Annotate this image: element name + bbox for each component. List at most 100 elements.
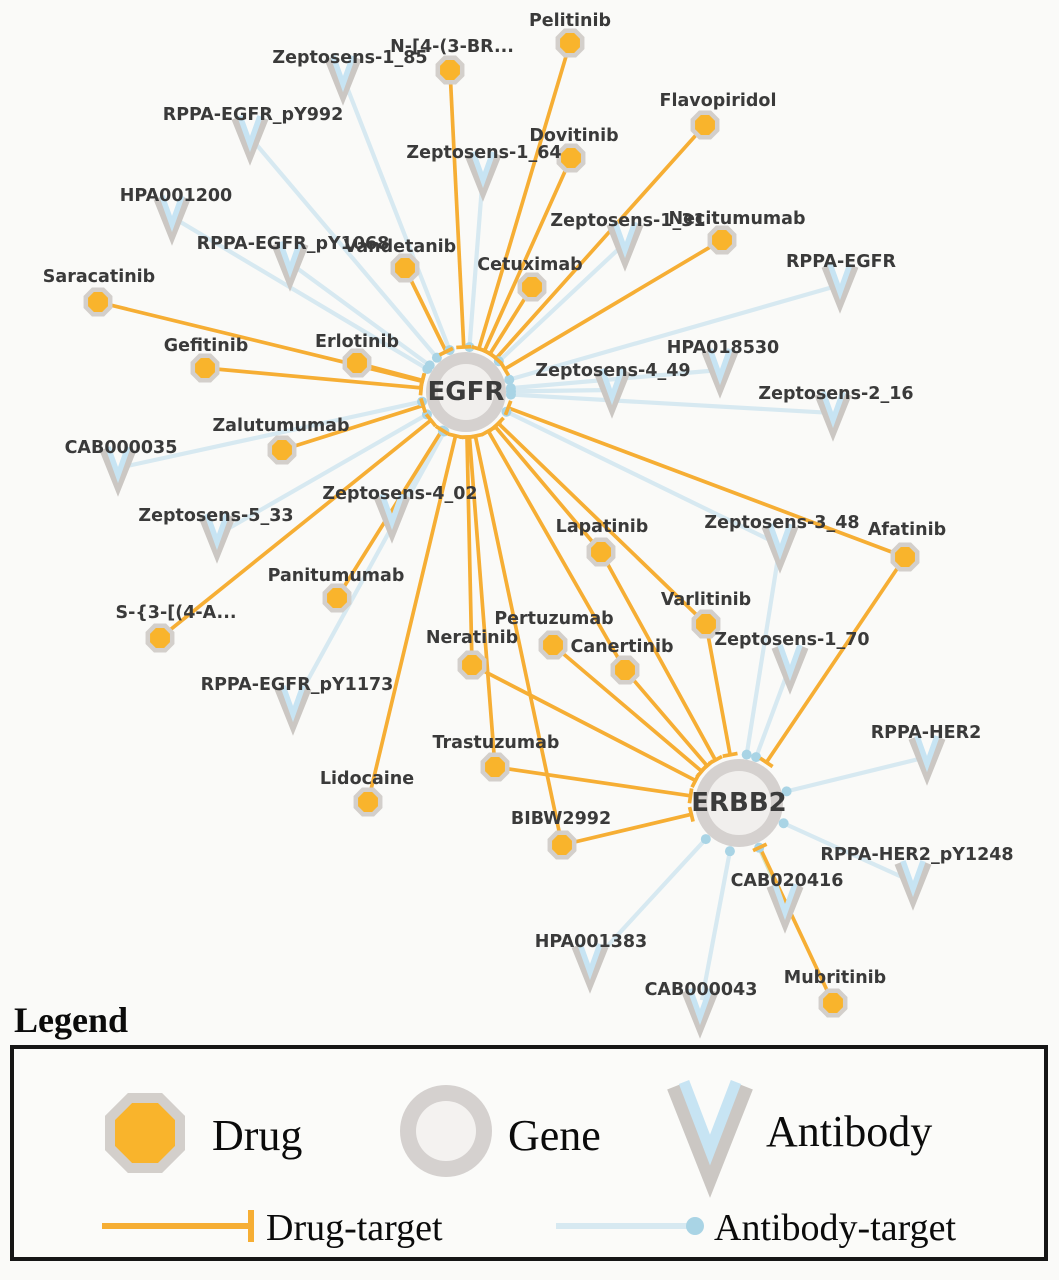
antibody-chevron-icon [593,369,631,419]
antibody-node-Zeptosens-5_33[interactable] [198,513,236,564]
drug-node-Canertinib[interactable] [610,655,640,685]
antibody-node-Zeptosens-1_85[interactable] [324,55,362,106]
antibody-node-RPPA-EGFR_pY1068[interactable] [271,241,309,292]
drug-node-Zalutumumab[interactable] [267,435,297,465]
antibody-node-CAB020416[interactable] [766,883,804,934]
antibody-target-edge [505,409,772,543]
node-label: Panitumumab [268,566,405,586]
antibody-node-RPPA-EGFR[interactable] [821,263,859,314]
drug-node-Dovitinib[interactable] [556,143,586,173]
drug-node-Afatinib[interactable] [890,542,920,572]
antibody-target-dot [700,834,711,845]
antibody-target-edge [224,412,429,532]
antibody-target-dot [424,360,435,371]
node-label: Trastuzumab [433,733,560,753]
antibody-target-edge [179,220,429,371]
drug-octagon-icon [267,435,297,465]
drug-target-tee [722,751,738,758]
drug-node-Panitumumab[interactable] [322,583,352,613]
antibody-node-Zeptosens-4_02[interactable] [373,493,411,544]
node-label: Lapatinib [556,517,649,537]
drug-node-Varlitinib[interactable] [691,609,721,639]
drug-node-Mubritinib[interactable] [818,988,848,1018]
drug-node-Pertuzumab[interactable] [538,630,568,660]
drug-target-tee [491,416,505,430]
node-label: Necitumumab [669,209,806,229]
antibody-node-HPA001383[interactable] [571,943,609,994]
antibody-node-Zeptosens-3_48[interactable] [761,523,799,574]
antibody-target-dot [724,846,735,857]
antibody-node-Zeptosens-1_70[interactable] [771,644,809,695]
antibody-chevron-icon [681,989,719,1039]
antibody-chevron-inner [900,860,926,898]
drug-target-edge [366,435,458,803]
drug-target-edge [503,238,723,371]
drug-node-BIBW2992[interactable] [547,830,577,860]
drug-octagon-icon [586,537,616,567]
node-label: Erlotinib [315,332,399,352]
antibody-chevron-inner [678,1080,742,1166]
drug-node-Gefitinib[interactable] [190,353,220,383]
drug-target-tee [752,842,768,853]
drug-node-Erlotinib[interactable] [342,348,372,378]
antibody-target-dot [751,752,762,763]
antibody-node-Zeptosens-1_31[interactable] [606,221,644,272]
antibody-target-edge [510,392,824,415]
drug-node-Pelitinib[interactable] [555,28,585,58]
drug-target-edge [471,663,697,783]
antibody-node-HPA018530[interactable] [701,348,739,399]
gene-node-EGFR[interactable]: EGFR [426,352,506,432]
drug-target-edge [473,435,564,846]
antibody-node-Zeptosens-2_16[interactable] [814,391,852,442]
node-label: Gefitinib [164,336,249,356]
antibody-node-CAB000043[interactable] [681,988,719,1039]
gene-node-ERBB2[interactable]: ERBB2 [691,759,787,847]
drug-target-tee [456,344,472,350]
drug-node-Trastuzumab[interactable] [480,752,510,782]
antibody-chevron-inner [687,988,713,1026]
legend-drug-target-label: Drug-target [266,1207,443,1249]
drug-target-tee [424,413,438,428]
drug-target-edge [158,418,433,640]
node-label: S-{3-[(4-A... [115,603,236,623]
drug-target-tee [499,361,511,377]
antibody-chevron-inner [280,685,306,723]
drug-node-Necitumumab[interactable] [707,225,737,255]
drug-target-edge [486,430,627,671]
antibody-node-Zeptosens-4_49[interactable] [593,368,631,419]
drug-node-Lapatinib[interactable] [586,537,616,567]
drug-node-N-[4-(3-BR...[interactable] [435,55,465,85]
antibody-node-RPPA-EGFR_pY1173[interactable] [274,685,312,736]
antibody-node-RPPA-EGFR_pY992[interactable] [231,115,269,166]
drug-octagon-icon [818,988,848,1018]
node-label: RPPA-EGFR [786,252,897,272]
drug-node-Lidocaine[interactable] [353,787,383,817]
drug-node-Saracatinib[interactable] [83,287,113,317]
drug-target-edges [97,42,907,1004]
node-label: HPA001200 [120,186,232,206]
antibody-node-CAB000035[interactable] [99,446,137,497]
node-label: Zeptosens-1_31 [550,211,705,231]
gene-label: ERBB2 [691,788,787,818]
node-label: Lidocaine [320,769,414,789]
node-label: Cetuximab [477,255,582,275]
antibody-chevron-inner [237,115,263,153]
antibody-target-dot [504,374,515,385]
antibody-node-RPPA-HER2_pY1248[interactable] [894,860,932,911]
antibody-chevron-inner [277,241,303,279]
antibody-node-HPA001200[interactable] [153,195,191,246]
drug-target-edge [281,403,424,452]
drug-node-Vandetanib[interactable] [390,253,420,283]
antibody-node-RPPA-HER2[interactable] [908,735,946,786]
drug-node-S-{3-[(4-A...[interactable] [145,623,175,653]
node-label: RPPA-HER2_pY1248 [820,845,1013,865]
drug-node-Cetuximab[interactable] [517,272,547,302]
drug-target-edge [494,123,707,360]
node-label: Zeptosens-1_70 [714,630,869,650]
drug-target-edge [467,436,497,768]
antibody-chevron-icon [894,861,932,911]
drug-node-Flavopiridol[interactable] [690,110,720,140]
antibody-node-Zeptosens-1_64[interactable] [464,151,502,202]
drug-node-Neratinib[interactable] [457,650,487,680]
